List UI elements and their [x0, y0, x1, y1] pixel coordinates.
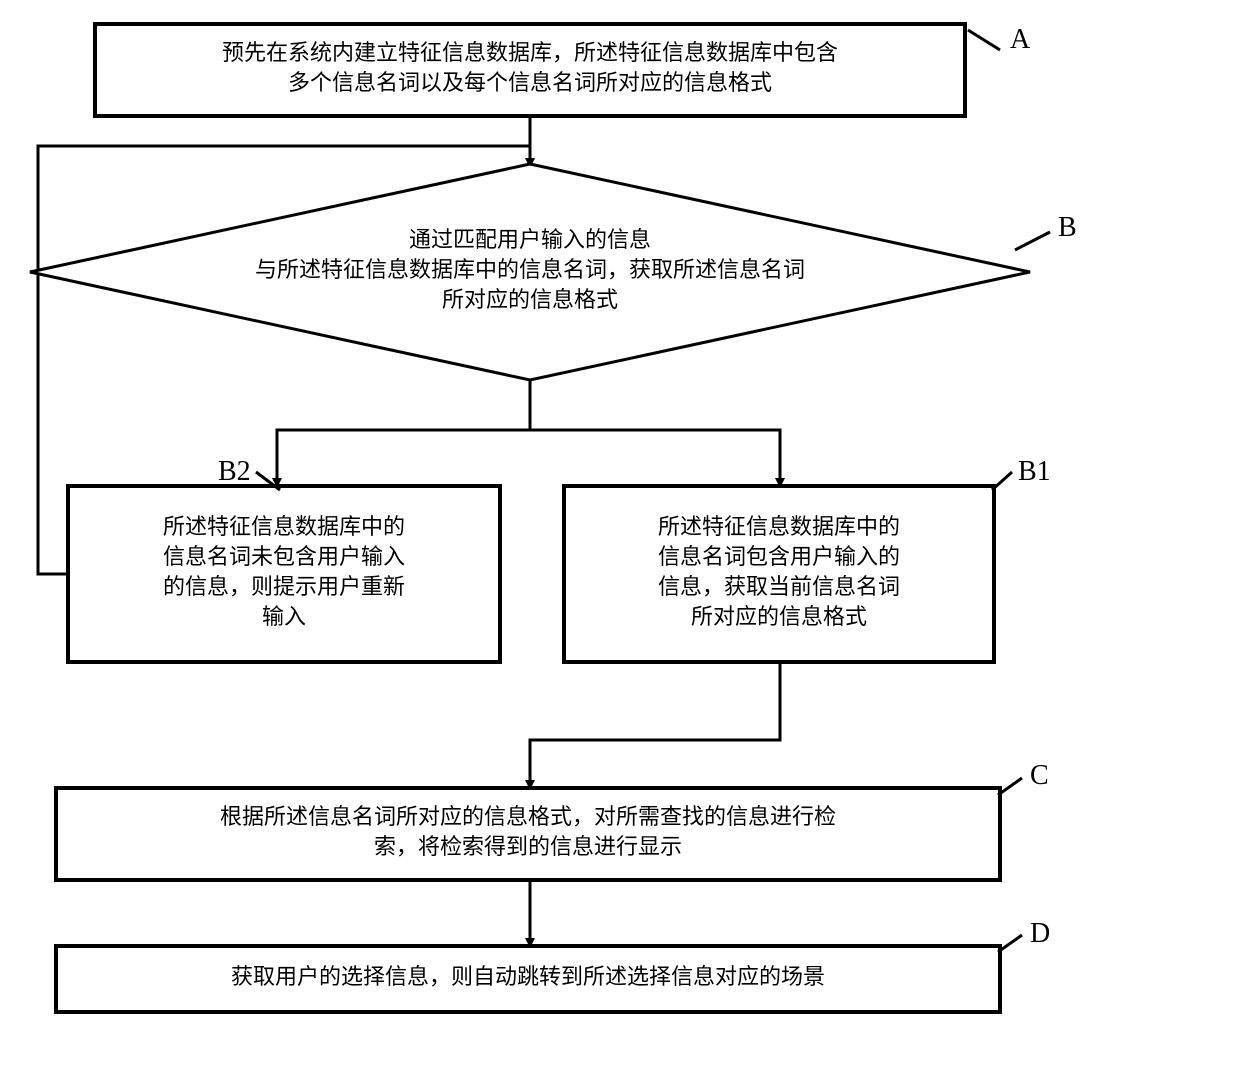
node-label-b: B: [1058, 212, 1077, 243]
flow-text-b2-line-2: 的信息，则提示用户重新: [163, 574, 405, 599]
flow-text-a-line-0: 预先在系统内建立特征信息数据库，所述特征信息数据库中包含: [222, 40, 838, 65]
flow-text-c-line-0: 根据所述信息名词所对应的信息格式，对所需查找的信息进行检: [220, 804, 836, 829]
flow-arrow-2: [530, 430, 780, 486]
flow-text-b2-line-1: 信息名词未包含用户输入: [163, 544, 405, 569]
flow-arrow-5: [530, 662, 780, 788]
flow-text-b2-line-0: 所述特征信息数据库中的: [163, 514, 405, 539]
flow-text-b-line-1: 与所述特征信息数据库中的信息名词，获取所述信息名词: [255, 257, 805, 282]
flow-text-b-line-2: 所对应的信息格式: [442, 287, 618, 312]
flow-text-b1-line-0: 所述特征信息数据库中的: [658, 514, 900, 539]
leader-line-b: [1015, 232, 1050, 250]
flowchart-diagram: 预先在系统内建立特征信息数据库，所述特征信息数据库中包含多个信息名词以及每个信息…: [0, 0, 1240, 1077]
node-label-b2: B2: [218, 456, 251, 487]
flow-arrow-1: [277, 380, 530, 486]
flow-text-d-line-0: 获取用户的选择信息，则自动跳转到所述选择信息对应的场景: [231, 964, 825, 989]
leader-line-a: [968, 30, 1000, 50]
flow-text-b1-line-1: 信息名词包含用户输入的: [658, 544, 900, 569]
leader-line-b1: [992, 472, 1012, 490]
leader-line-d: [998, 935, 1022, 952]
flow-text-c-line-1: 索，将检索得到的信息进行显示: [374, 834, 682, 859]
node-label-a: A: [1010, 24, 1031, 55]
node-label-c: C: [1030, 760, 1049, 791]
flow-text-b-line-0: 通过匹配用户输入的信息: [409, 227, 651, 252]
flow-text-b2-line-3: 输入: [262, 604, 306, 629]
node-label-d: D: [1030, 918, 1050, 949]
flow-text-b1-line-3: 所对应的信息格式: [691, 604, 867, 629]
flow-text-a-line-1: 多个信息名词以及每个信息名词所对应的信息格式: [288, 70, 772, 95]
flow-text-b1-line-2: 信息，获取当前信息名词: [658, 574, 900, 599]
node-label-b1: B1: [1018, 456, 1051, 487]
